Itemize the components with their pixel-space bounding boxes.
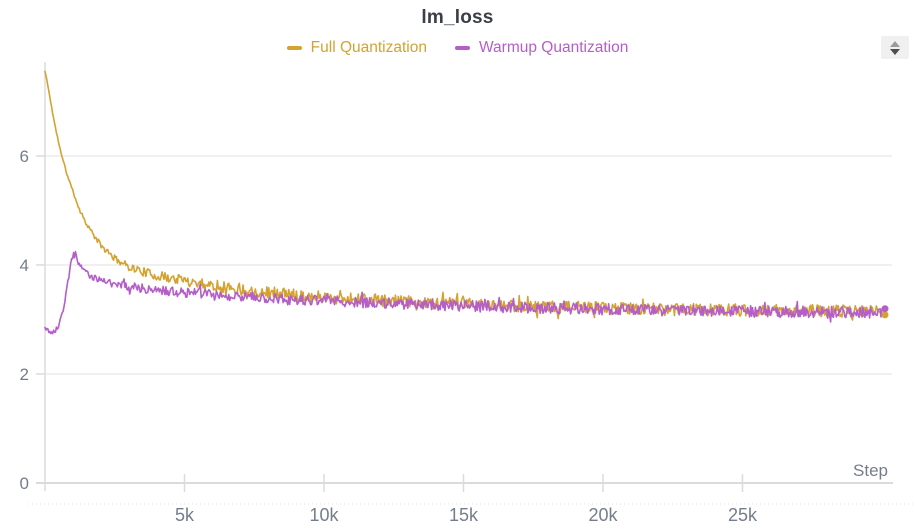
y-tick-label: 2 [20,365,29,384]
series-lines [44,70,889,335]
gridlines [45,155,892,375]
series-line-warmup-quantization [44,250,883,335]
x-tick-label: 20k [588,505,618,525]
legend-label: Warmup Quantization [478,39,629,56]
up-down-stepper-icon[interactable] [881,36,909,59]
legend: Full Quantization Warmup Quantization [0,39,915,57]
series-end-dot [881,305,889,313]
chart-title: lm_loss [421,7,494,28]
stepper-down-arrow [890,49,900,55]
x-tick-label: 5k [175,505,195,525]
series-end-dot [881,311,889,319]
y-tick-label: 4 [20,256,29,275]
legend-item-full-quantization[interactable]: Full Quantization [286,39,427,57]
x-tick-label: 15k [449,505,479,525]
stepper-up-arrow [890,41,900,47]
y-tick-label: 6 [20,147,29,166]
legend-label: Full Quantization [310,39,427,56]
y-tick-label: 0 [20,474,29,493]
x-tick-label: 10k [309,505,339,525]
legend-swatch-full-quantization [286,46,302,50]
x-axis-title: Step [853,461,888,480]
x-tick-label: 25k [728,505,758,525]
legend-item-warmup-quantization[interactable]: Warmup Quantization [454,39,629,57]
axis-labels: 0 2 4 6 5k 10k 15k 20k 25k [20,147,758,525]
axes [28,62,913,505]
legend-swatch-warmup-quantization [454,46,470,50]
series-line-full-quantization [44,70,883,321]
